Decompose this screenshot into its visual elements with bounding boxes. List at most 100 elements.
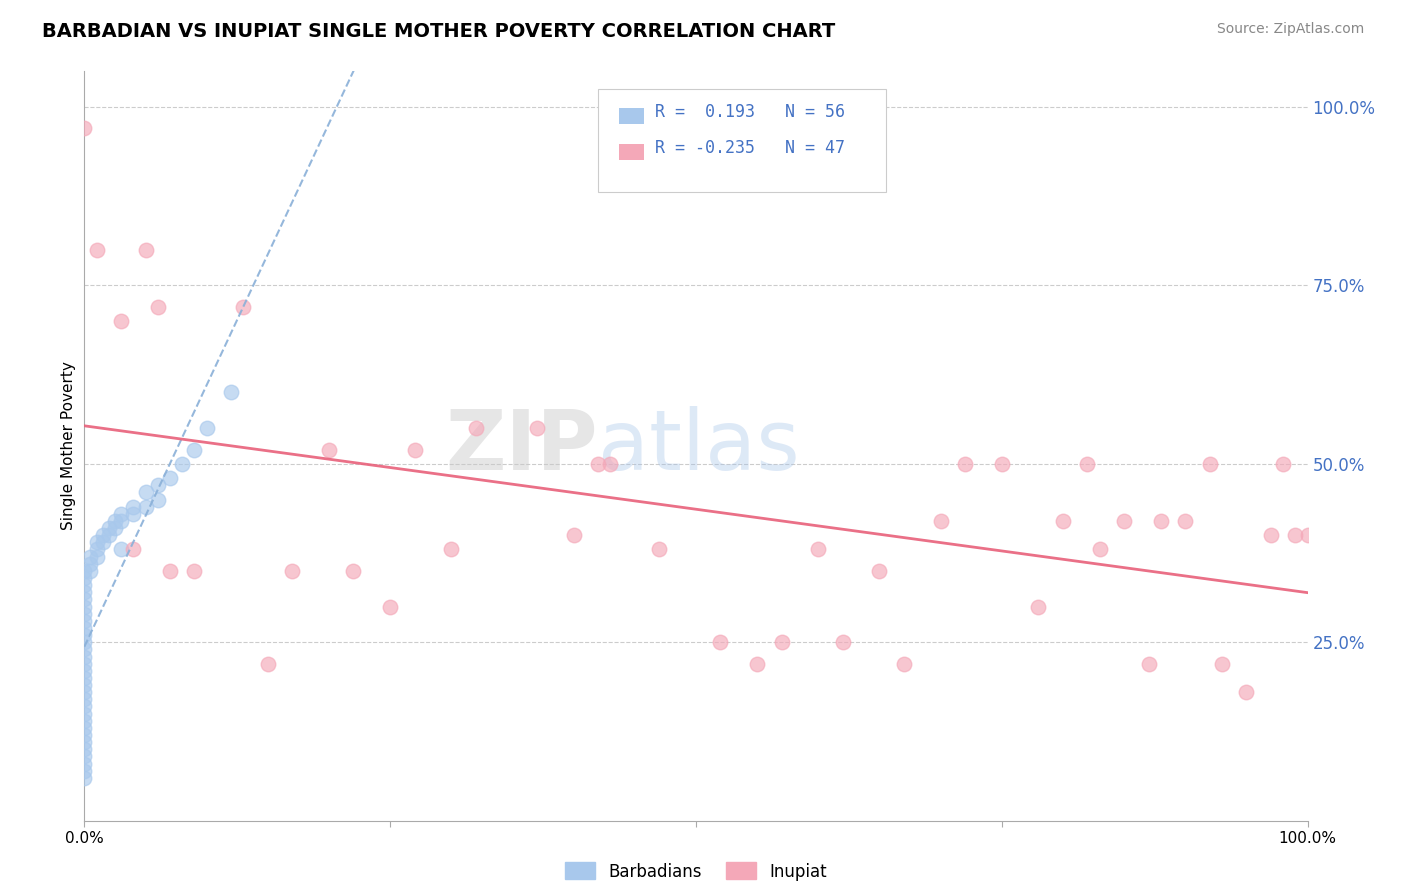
- Point: [599, 457, 621, 471]
- Point: [73, 685, 96, 699]
- Point: [1260, 528, 1282, 542]
- Point: [91, 535, 114, 549]
- Text: Source: ZipAtlas.com: Source: ZipAtlas.com: [1216, 22, 1364, 37]
- Point: [86, 542, 108, 557]
- Point: [404, 442, 426, 457]
- Point: [807, 542, 830, 557]
- Point: [97, 528, 120, 542]
- Point: [562, 528, 585, 542]
- Point: [1236, 685, 1258, 699]
- Point: [73, 764, 96, 778]
- Point: [73, 678, 96, 692]
- Point: [73, 578, 96, 592]
- Point: [172, 457, 194, 471]
- Point: [195, 421, 218, 435]
- Point: [1174, 514, 1197, 528]
- Point: [183, 442, 205, 457]
- Point: [648, 542, 671, 557]
- Point: [380, 599, 402, 614]
- Point: [73, 735, 96, 749]
- Point: [526, 421, 548, 435]
- Point: [991, 457, 1014, 471]
- Point: [73, 728, 96, 742]
- Point: [73, 621, 96, 635]
- Point: [929, 514, 952, 528]
- Point: [97, 521, 120, 535]
- Point: [73, 599, 96, 614]
- Point: [183, 564, 205, 578]
- Point: [79, 549, 101, 564]
- Point: [122, 500, 145, 514]
- Point: [73, 714, 96, 728]
- Point: [1284, 528, 1306, 542]
- Point: [73, 742, 96, 756]
- Point: [73, 749, 96, 764]
- Point: [1114, 514, 1136, 528]
- Point: [73, 607, 96, 621]
- Point: [318, 442, 340, 457]
- Point: [73, 756, 96, 771]
- Point: [219, 385, 242, 400]
- Point: [257, 657, 280, 671]
- Point: [146, 300, 169, 314]
- Point: [747, 657, 769, 671]
- Point: [1211, 657, 1233, 671]
- Point: [342, 564, 364, 578]
- Point: [440, 542, 463, 557]
- Point: [86, 243, 108, 257]
- Point: [110, 507, 132, 521]
- Point: [281, 564, 304, 578]
- Point: [73, 699, 96, 714]
- Point: [1088, 542, 1111, 557]
- Point: [110, 542, 132, 557]
- Point: [73, 671, 96, 685]
- Point: [122, 542, 145, 557]
- Point: [73, 592, 96, 607]
- Point: [1137, 657, 1160, 671]
- Point: [953, 457, 976, 471]
- Legend: Barbadians, Inupiat: Barbadians, Inupiat: [558, 855, 834, 888]
- Point: [73, 649, 96, 664]
- Point: [159, 564, 181, 578]
- Point: [104, 514, 127, 528]
- Point: [1052, 514, 1074, 528]
- Point: [232, 300, 254, 314]
- Point: [1296, 528, 1319, 542]
- Point: [73, 721, 96, 735]
- Point: [91, 528, 114, 542]
- Text: BARBADIAN VS INUPIAT SINGLE MOTHER POVERTY CORRELATION CHART: BARBADIAN VS INUPIAT SINGLE MOTHER POVER…: [42, 22, 835, 41]
- Point: [831, 635, 853, 649]
- Point: [1198, 457, 1220, 471]
- Point: [73, 564, 96, 578]
- Point: [73, 571, 96, 585]
- Point: [586, 457, 609, 471]
- Point: [110, 314, 132, 328]
- Point: [770, 635, 793, 649]
- Y-axis label: Single Mother Poverty: Single Mother Poverty: [60, 361, 76, 531]
- Point: [110, 514, 132, 528]
- Point: [73, 635, 96, 649]
- Text: R =  0.193   N = 56: R = 0.193 N = 56: [655, 103, 845, 121]
- Point: [86, 549, 108, 564]
- Point: [1150, 514, 1173, 528]
- Point: [79, 564, 101, 578]
- Point: [73, 692, 96, 706]
- Point: [79, 557, 101, 571]
- Point: [73, 706, 96, 721]
- Point: [73, 664, 96, 678]
- Point: [1272, 457, 1295, 471]
- Point: [73, 628, 96, 642]
- Point: [146, 492, 169, 507]
- Point: [893, 657, 915, 671]
- Text: ZIP: ZIP: [446, 406, 598, 486]
- Point: [86, 535, 108, 549]
- Point: [159, 471, 181, 485]
- Point: [73, 121, 96, 136]
- Point: [1076, 457, 1098, 471]
- Point: [73, 614, 96, 628]
- Text: atlas: atlas: [598, 406, 800, 486]
- Point: [135, 500, 157, 514]
- Point: [73, 657, 96, 671]
- Text: R = -0.235   N = 47: R = -0.235 N = 47: [655, 139, 845, 157]
- Point: [73, 642, 96, 657]
